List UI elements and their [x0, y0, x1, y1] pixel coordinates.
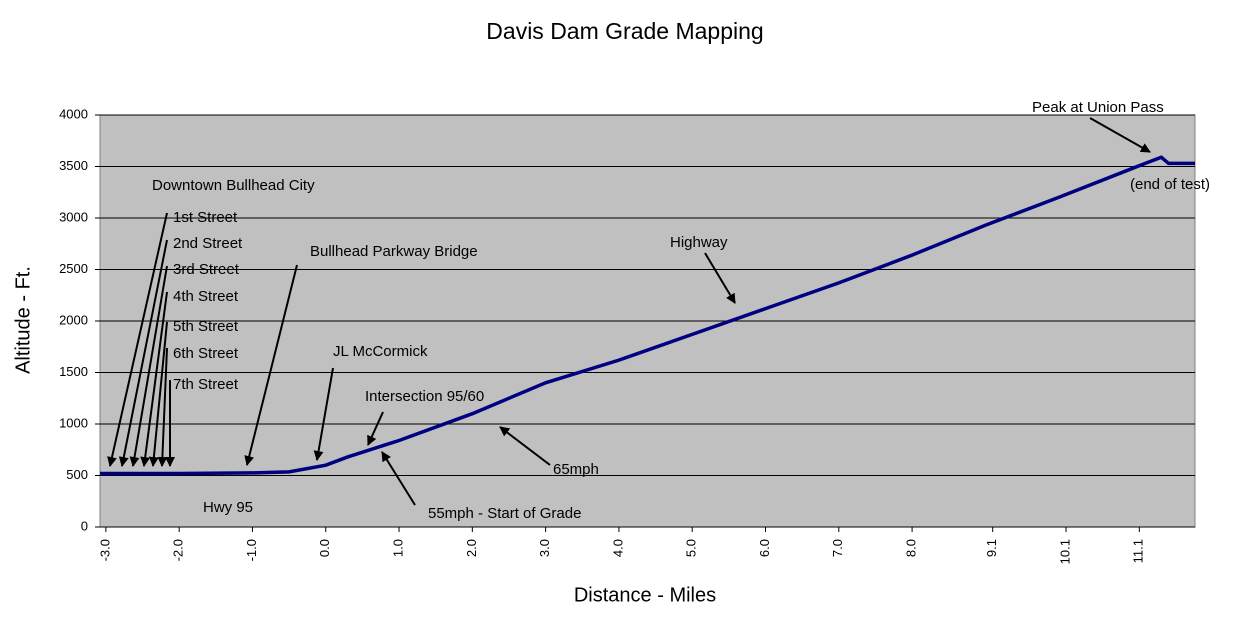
y-tick-label: 0	[81, 518, 88, 533]
x-tick-label: 4.0	[610, 539, 625, 557]
annotation: Intersection 95/60	[365, 388, 484, 405]
x-tick-label: 10.1	[1057, 539, 1072, 564]
annotation: Downtown Bullhead City	[152, 177, 315, 194]
annotation: 2nd Street	[173, 235, 243, 252]
y-tick-label: 1000	[59, 415, 88, 430]
annotation: 55mph - Start of Grade	[428, 505, 581, 522]
y-tick-label: 3500	[59, 158, 88, 173]
x-tick-label: 0.0	[317, 539, 332, 557]
x-tick-label: 2.0	[464, 539, 479, 557]
x-tick-label: -3.0	[97, 539, 112, 561]
x-tick-label: 1.0	[390, 539, 405, 557]
annotation: Hwy 95	[203, 499, 253, 516]
x-tick-label: 7.0	[830, 539, 845, 557]
y-tick-label: 4000	[59, 106, 88, 121]
y-tick-label: 2000	[59, 312, 88, 327]
x-tick-label: -2.0	[171, 539, 186, 561]
y-tick-label: 3000	[59, 209, 88, 224]
x-tick-label: 5.0	[684, 539, 699, 557]
annotation: 6th Street	[173, 345, 239, 362]
annotation: JL McCormick	[333, 343, 428, 360]
annotation: 4th Street	[173, 288, 239, 305]
x-tick-label: 6.0	[757, 539, 772, 557]
x-tick-label: -1.0	[244, 539, 259, 561]
x-tick-label: 8.0	[904, 539, 919, 557]
y-axis-label: Altitude - Ft.	[12, 266, 34, 374]
data-line	[100, 155, 1195, 476]
arrows	[107, 117, 1151, 506]
chart-title: Davis Dam Grade Mapping	[486, 18, 763, 44]
annotation: Bullhead Parkway Bridge	[310, 243, 478, 260]
annotation: 3rd Street	[173, 261, 240, 278]
annotation: 5th Street	[173, 318, 239, 335]
x-axis-label: Distance - Miles	[574, 584, 716, 606]
y-tick-label: 500	[66, 467, 88, 482]
annotation: Highway	[670, 234, 728, 251]
annotation: (end of test)	[1130, 176, 1210, 193]
annotation: Peak at Union Pass	[1032, 99, 1164, 116]
y-tick-label: 2500	[59, 261, 88, 276]
annotation: 1st Street	[173, 209, 238, 226]
annotation: 7th Street	[173, 376, 239, 393]
y-tick-label: 1500	[59, 364, 88, 379]
annotation: 65mph	[553, 461, 599, 478]
x-tick-label: 9.1	[984, 539, 999, 557]
x-tick-label: 3.0	[537, 539, 552, 557]
x-tick-label: 11.1	[1131, 539, 1146, 563]
